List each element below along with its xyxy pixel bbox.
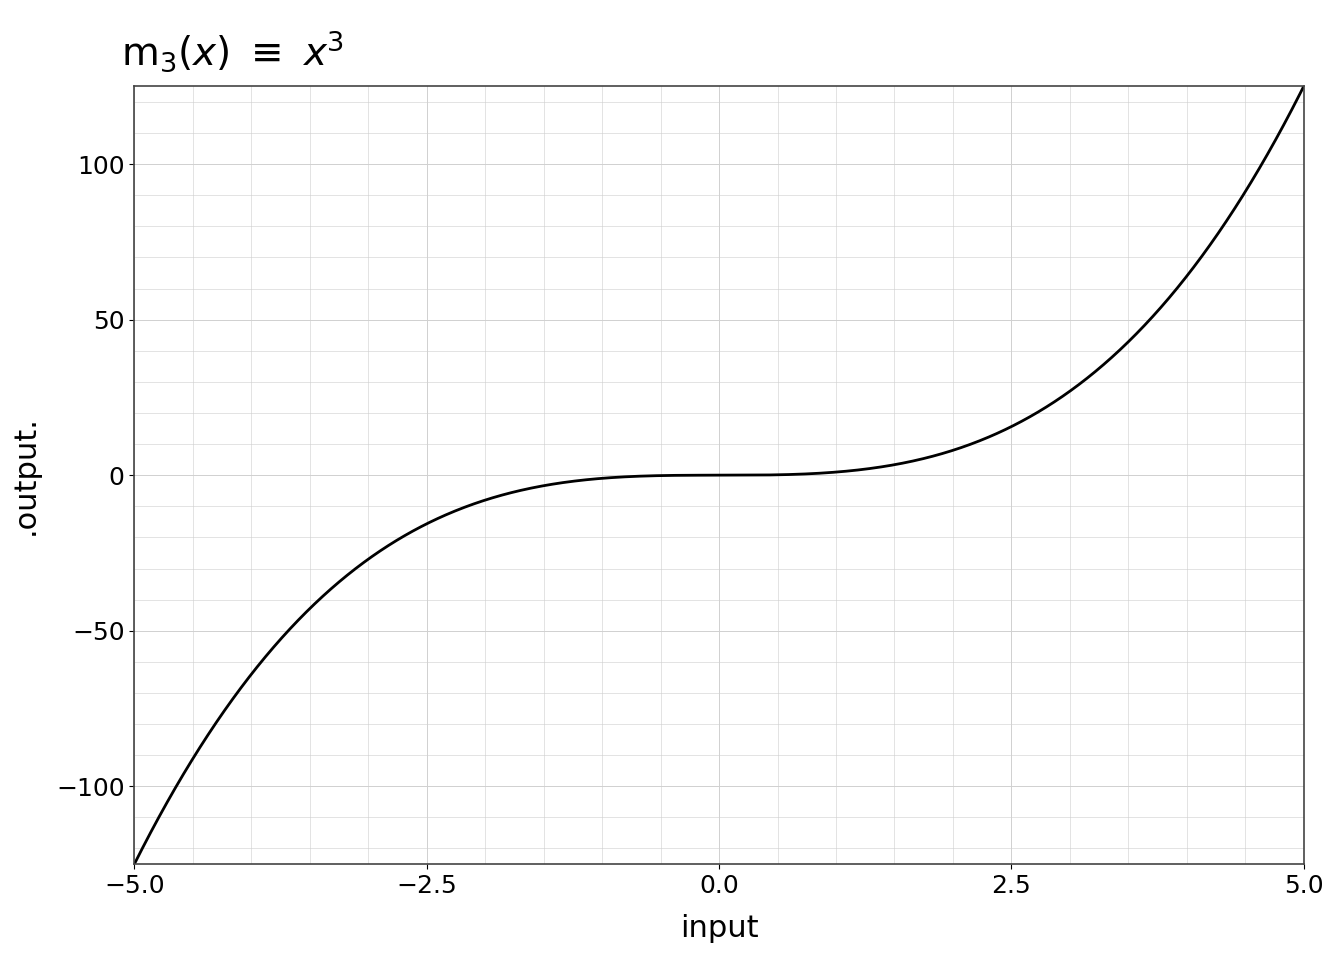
X-axis label: input: input — [680, 914, 758, 944]
Y-axis label: .output.: .output. — [11, 416, 39, 535]
Text: $\mathregular{m_3}$$\mathit{(x)}$ $\equiv$ $\mathit{x}$$^3$: $\mathregular{m_3}$$\mathit{(x)}$ $\equi… — [121, 29, 344, 74]
